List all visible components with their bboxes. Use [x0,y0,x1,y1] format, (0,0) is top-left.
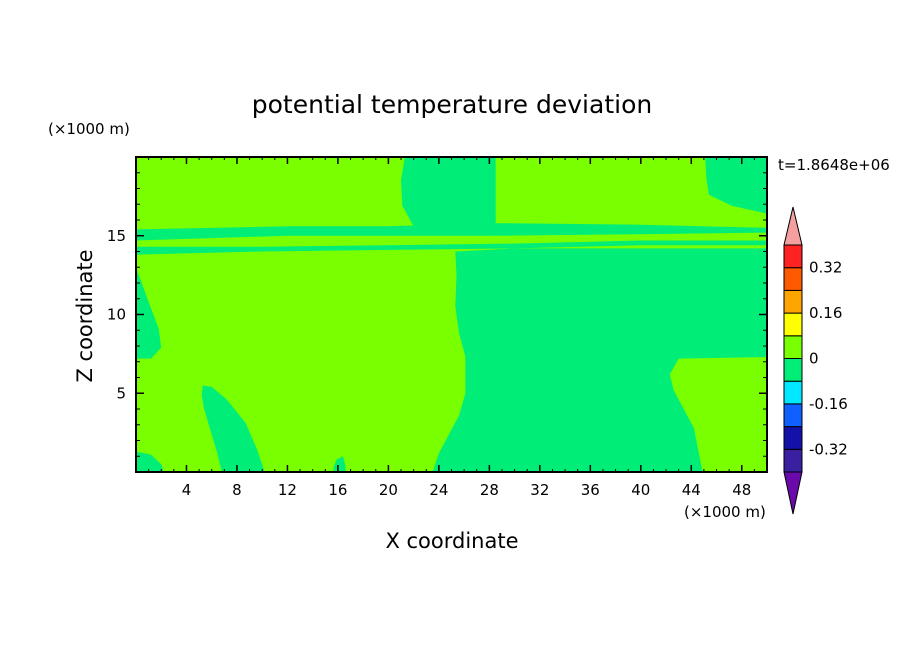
contour-region-negative [136,240,767,255]
contour-region-negative [332,456,346,472]
colorbar-tick-label: -0.32 [809,440,848,458]
chart-title: potential temperature deviation [252,90,652,119]
contour-region-negative [432,248,767,472]
x-tick-label: 12 [278,481,297,499]
contour-region-negative [136,223,767,241]
x-tick-label: 4 [182,481,192,499]
x-tick-label: 16 [328,481,347,499]
x-tick-label: 36 [581,481,600,499]
contour-region-negative [136,267,162,359]
x-axis-label: X coordinate [385,529,518,553]
y-tick-label: 15 [107,227,126,245]
x-tick-label: 20 [379,481,398,499]
contour-region-negative [201,385,265,472]
colorbar-tick-label: 0.32 [809,259,842,277]
colorbar-bin [783,403,803,428]
x-tick-label: 44 [682,481,701,499]
colorbar-bin [783,380,803,405]
plot-area [136,157,767,472]
plot-frame [135,156,768,473]
colorbar-bin [783,289,803,314]
x-tick-label: 32 [530,481,549,499]
colorbar-under-arrow [783,471,803,515]
colorbar-bin [783,358,803,382]
colorbar-bin [783,312,803,337]
colorbar-tick-label: 0 [809,350,819,368]
x-tick-label: 8 [232,481,242,499]
time-label: t=1.8648e+06 [778,156,890,174]
y-axis-label: Z coordinate [73,249,97,382]
contour-region-negative [401,157,496,227]
colorbar-bin [783,267,803,291]
x-tick-label: 28 [480,481,499,499]
colorbar-tick-label: -0.16 [809,395,848,413]
x-tick-label: 24 [429,481,448,499]
colorbar-over-arrow [783,206,803,246]
y-tick-label: 5 [116,384,126,402]
colorbar-bin [783,426,803,450]
x-tick-label: 40 [631,481,650,499]
contour-region-negative [705,157,767,214]
x-axis-unit: (×1000 m) [684,503,766,521]
colorbar-bin [783,244,803,269]
contour-region-negative [136,451,164,472]
colorbar: 0.32 0.16 0 -0.16 -0.32 [783,206,848,515]
colorbar-bin [783,335,803,359]
y-tick-label: 10 [107,306,126,324]
x-tick-label: 48 [732,481,751,499]
colorbar-bin [783,448,803,473]
colorbar-tick-label: 0.16 [809,304,842,322]
y-axis-unit: (×1000 m) [48,120,130,138]
